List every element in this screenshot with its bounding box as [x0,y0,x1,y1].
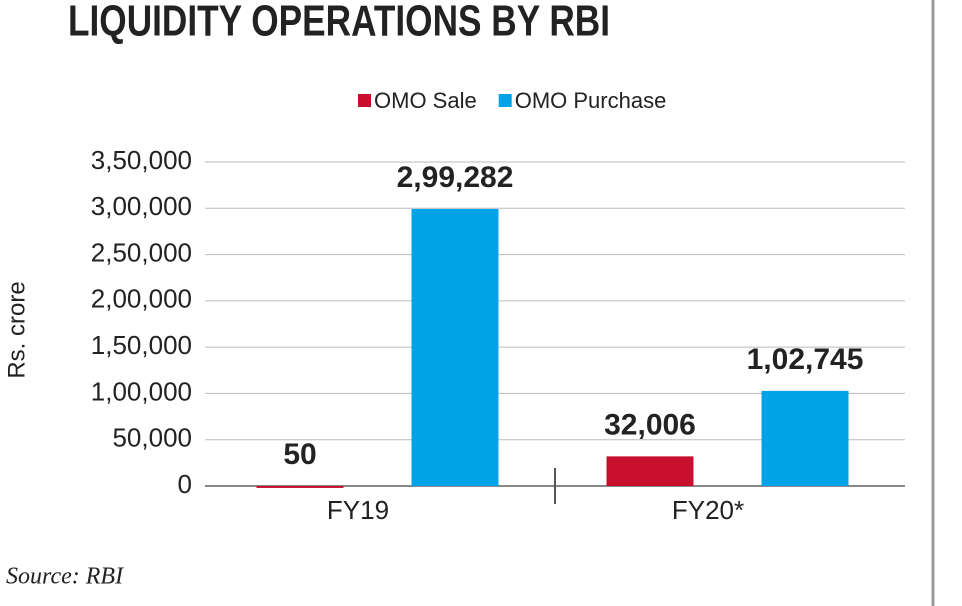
value-label: 50 [283,438,316,471]
y-tick-label: 50,000 [112,423,192,453]
y-tick-label: 2,00,000 [91,284,192,314]
legend-label: OMO Purchase [515,88,667,113]
bar [256,485,344,488]
x-tick-label: FY19 [327,495,389,525]
y-tick-label: 3,00,000 [91,191,192,221]
y-tick-label: 0 [178,469,192,499]
value-label: 2,99,282 [397,161,514,194]
legend-swatch [358,94,371,107]
chart-title: LIQUIDITY OPERATIONS BY RBI [68,0,610,46]
value-label: 32,006 [604,408,696,441]
x-tick-label: FY20* [672,495,744,525]
y-axis-label: Rs. crore [3,281,30,378]
y-tick-label: 1,50,000 [91,330,192,360]
value-label: 1,02,745 [747,343,864,376]
bar [411,208,499,486]
bar [761,390,849,486]
legend-swatch [498,94,512,107]
y-tick-label: 2,50,000 [91,237,192,267]
source-note: Source: RBI [6,564,124,590]
bar [606,456,694,486]
legend-label: OMO Sale [374,88,477,113]
y-tick-label: 3,50,000 [91,145,192,175]
y-tick-label: 1,00,000 [91,376,192,406]
